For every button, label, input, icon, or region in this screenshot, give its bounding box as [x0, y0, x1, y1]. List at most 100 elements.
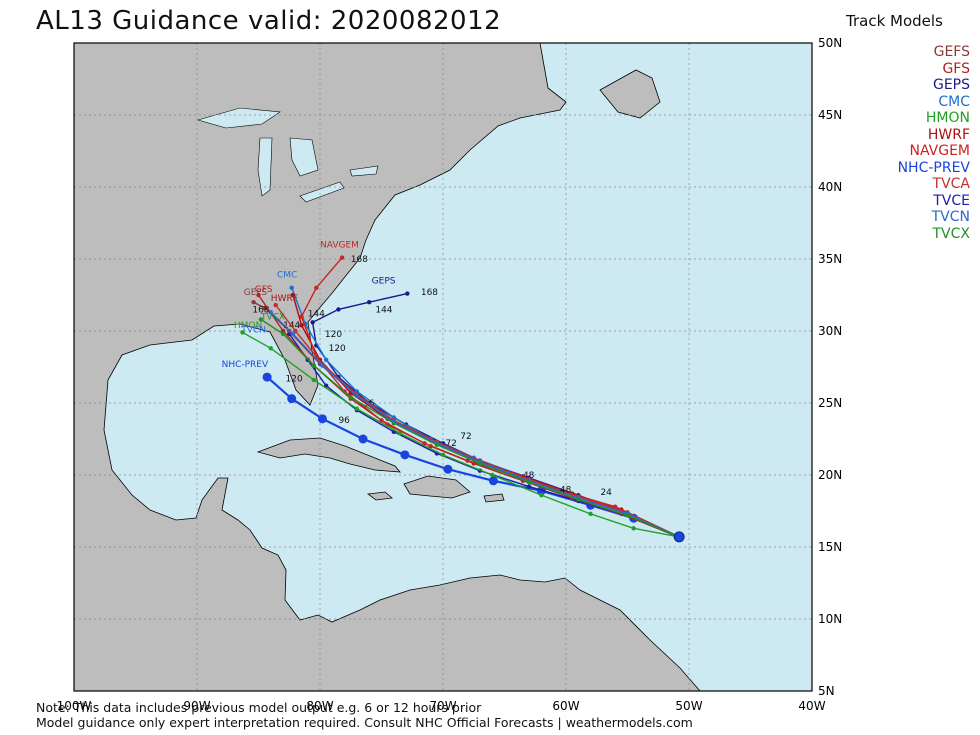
forecast-hour-label: 96: [338, 416, 350, 426]
track-point: [405, 291, 410, 296]
track-name-label: NAVGEM: [320, 240, 359, 250]
north-america-landmass: [74, 43, 701, 691]
lon-tick-label: 80W: [306, 699, 333, 713]
track-name-label: HMON: [234, 321, 262, 331]
axis-labels: 100W 90W 80W 70W 60W 50W 40W 50N 45N 40N 35N 30N 25N…: [57, 36, 843, 713]
legend-entry-nhc-prev: NHC-PREV: [897, 159, 970, 176]
track-point: [336, 307, 341, 312]
track-point: [311, 363, 317, 368]
map-frame: [73, 42, 813, 692]
track-point: [625, 513, 630, 518]
track-point: [391, 420, 396, 426]
legend-entry-tvcx: TVCX: [932, 225, 971, 242]
track-point: [339, 255, 345, 260]
legend-entry-hwrf: HWRF: [927, 126, 970, 143]
legend-entry-tvce: TVCE: [933, 192, 970, 209]
storm-start-marker: [673, 531, 685, 543]
track-point: [397, 431, 403, 436]
legend-entry-gfs: GFS: [942, 60, 970, 77]
track-name-label: HWRF: [271, 294, 298, 304]
lat-tick-label: 25N: [818, 396, 842, 410]
newfoundland: [599, 69, 661, 119]
lat-tick-label: 20N: [818, 468, 842, 482]
track-point: [299, 314, 304, 319]
lake-huron: [289, 137, 319, 177]
track-point: [273, 302, 278, 308]
puerto-rico: [483, 493, 505, 503]
track-name-label: GEFS: [244, 288, 268, 298]
forecast-hour-label: 168: [351, 255, 368, 265]
lat-tick-label: 30N: [818, 324, 842, 338]
forecast-hour-label: 120: [325, 330, 342, 340]
legend-entry-hmon: HMON: [925, 110, 970, 126]
track-point: [289, 285, 294, 290]
track-point: [354, 393, 360, 398]
track-name-label: GFS: [255, 285, 273, 295]
forecast-hour-label: 144: [375, 305, 392, 315]
forecast-hour-label: 72: [460, 432, 471, 442]
track-point: [367, 300, 372, 305]
track-point: [310, 320, 315, 325]
lat-tick-label: 35N: [818, 252, 842, 266]
track-point: [631, 526, 636, 531]
track-point: [240, 330, 245, 335]
lon-tick-label: 90W: [183, 699, 210, 713]
track-point: [588, 511, 593, 517]
track-point: [251, 300, 256, 305]
great-lakes: [196, 107, 379, 203]
forecast-hour-label: 144: [308, 310, 325, 320]
forecast-hour-label: 48: [560, 485, 572, 495]
note-line-1: Note: This data includes previous model …: [36, 700, 482, 715]
lat-tick-label: 50N: [818, 36, 842, 50]
forecast-hour-label: 168: [252, 305, 269, 315]
forecast-hour-label: 120: [286, 374, 303, 384]
lon-tick-label: 40W: [798, 699, 825, 713]
forecast-hour-label: 168: [421, 288, 438, 298]
track-point: [354, 406, 360, 411]
legend-entry-cmc: CMC: [938, 93, 970, 110]
lon-tick-label: 100W: [57, 699, 92, 713]
lake-erie: [299, 181, 345, 203]
track-point: [434, 442, 440, 447]
track-point: [490, 472, 495, 478]
legend-entry-navgem: NAVGEM: [909, 143, 970, 159]
track-name-label: TVCX: [260, 312, 285, 322]
track-point: [358, 434, 368, 444]
track-point: [262, 305, 267, 311]
track-point: [290, 331, 296, 337]
track-point: [314, 285, 319, 290]
track-point: [539, 492, 544, 498]
track-point: [443, 464, 453, 474]
forecast-hour-label: 120: [329, 344, 346, 354]
track-point: [323, 357, 329, 362]
track-point: [488, 476, 498, 486]
legend-entry-gefs: GEFS: [933, 44, 970, 60]
track-tvcx: 48: [258, 317, 680, 538]
jamaica: [366, 491, 393, 501]
lat-tick-label: 10N: [818, 612, 842, 626]
track-point: [258, 317, 264, 322]
lon-tick-label: 60W: [552, 699, 579, 713]
track-point: [576, 497, 581, 502]
footer-notes: Note: This data includes previous model …: [36, 700, 693, 730]
lat-tick-label: 5N: [818, 684, 835, 698]
legend-entry-geps: GEPS: [932, 77, 970, 93]
track-point: [293, 328, 298, 334]
forecast-hour-label: 24: [600, 488, 612, 498]
lat-tick-label: 40N: [818, 180, 842, 194]
map-title: AL13 Guidance valid: 2020082012: [36, 6, 502, 36]
legend-entry-tvca: TVCA: [932, 176, 970, 192]
track-point: [320, 363, 325, 368]
legend-heading: Track Models: [846, 12, 943, 30]
lake-superior: [196, 107, 281, 129]
legend-entry-tvcn: TVCN: [931, 209, 970, 225]
track-point: [379, 418, 384, 423]
track-name-label: NHC-PREV: [222, 360, 269, 370]
track-point: [262, 372, 272, 382]
track-point: [440, 452, 446, 458]
lon-tick-label: 50W: [675, 699, 702, 713]
track-point: [348, 395, 353, 400]
lake-michigan: [257, 137, 273, 197]
